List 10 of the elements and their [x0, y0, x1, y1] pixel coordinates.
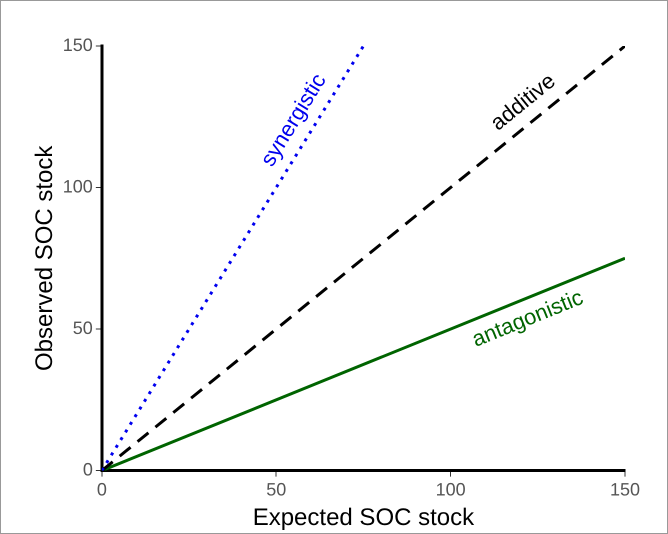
- y-tick-label: 50: [72, 318, 93, 338]
- x-axis-title: Expected SOC stock: [252, 504, 476, 532]
- y-tick-label: 150: [62, 34, 93, 55]
- y-tick-label: 100: [62, 176, 93, 196]
- y-axis-title: Observed SOC stock: [31, 144, 58, 372]
- y-tick-label: 0: [82, 460, 93, 480]
- x-tick-label: 50: [266, 479, 286, 500]
- x-tick-label: 150: [610, 479, 640, 500]
- x-tick-label: 100: [436, 479, 466, 500]
- x-tick-label: 0: [96, 479, 107, 500]
